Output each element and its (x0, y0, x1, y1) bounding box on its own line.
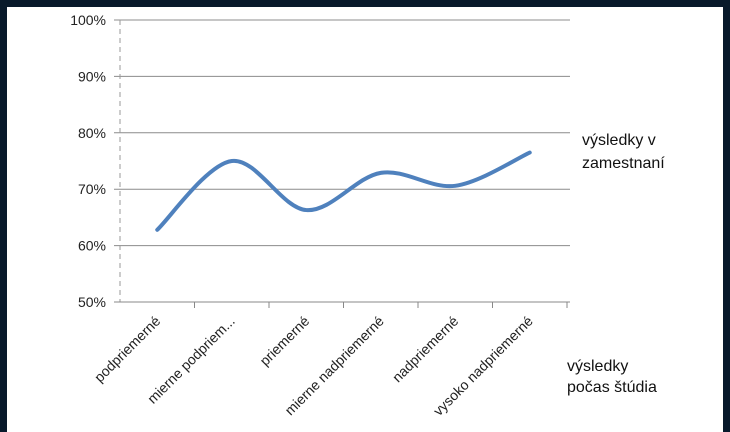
y-tick-label: 80% (78, 125, 106, 141)
series-line-vysledky-v-zamestnani (155, 150, 532, 232)
y-tick-label: 100% (70, 12, 106, 28)
y-tick-labels: 50% 60% 70% 80% 90% 100% (70, 12, 106, 310)
y-tick-label: 70% (78, 181, 106, 197)
x-tick-marks (194, 302, 568, 308)
x-axis-title-line-2: počas štúdia (567, 379, 657, 396)
legend-label-line-2: zamestnaní (582, 155, 665, 172)
y-tick-label: 60% (78, 238, 106, 254)
gridlines (114, 19, 570, 247)
y-tick-label: 90% (78, 68, 106, 84)
chart-frame (7, 7, 723, 432)
x-axis-title-line-1: výsledky (567, 358, 628, 375)
x-category-label: podpriemerné (91, 313, 164, 386)
x-category-label: priemerné (256, 313, 312, 369)
x-category-label: nadpriemerné (389, 313, 462, 386)
legend-label-line-1: výsledky v (582, 132, 656, 149)
y-tick-label: 50% (78, 294, 106, 310)
